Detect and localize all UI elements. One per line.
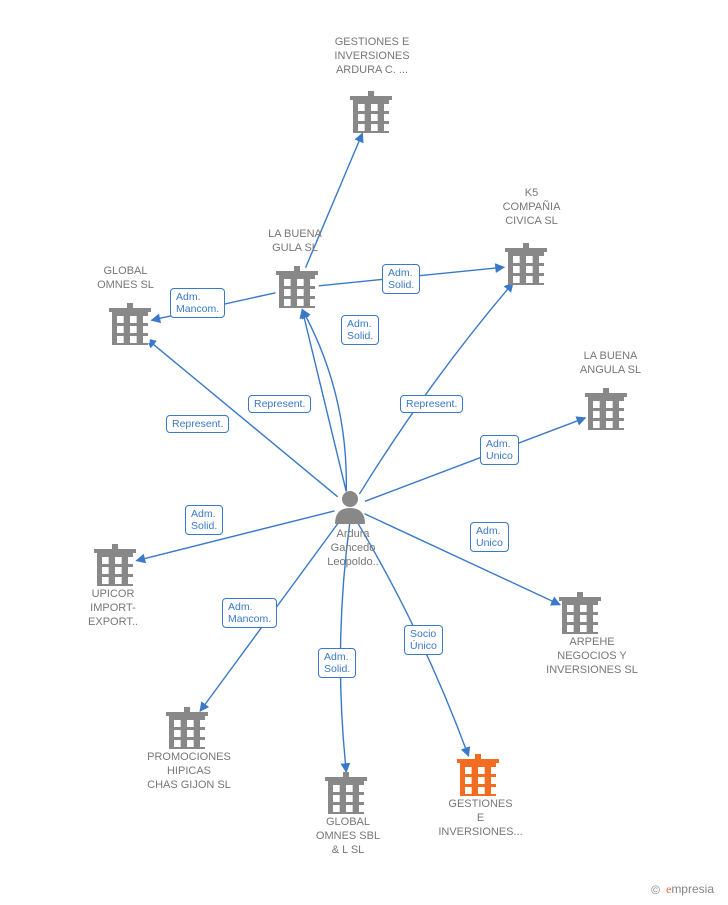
building-icon[interactable] [276,266,318,308]
building-icon[interactable] [325,772,367,814]
edge [200,520,341,711]
building-icon[interactable] [585,388,627,430]
edge [302,309,346,491]
edge [365,514,561,605]
edge [136,511,334,561]
copyright-symbol: © [651,883,660,897]
building-icon[interactable] [505,243,547,285]
edge [147,339,338,497]
edge [365,418,585,502]
edge [306,133,363,267]
footer-attribution: © empresia [651,882,714,897]
building-icon[interactable] [166,707,208,749]
diagram-canvas [0,0,728,905]
person-icon[interactable] [335,491,365,524]
edge [357,521,469,756]
edge [359,283,513,494]
building-icon[interactable] [559,592,601,634]
building-icon[interactable] [457,754,499,796]
building-icon[interactable] [350,91,392,133]
brand-logo: empresia [666,882,714,897]
building-icon[interactable] [109,303,151,345]
edge [151,293,275,320]
edge [340,523,349,772]
edge [319,267,504,286]
building-icon[interactable] [94,544,136,586]
